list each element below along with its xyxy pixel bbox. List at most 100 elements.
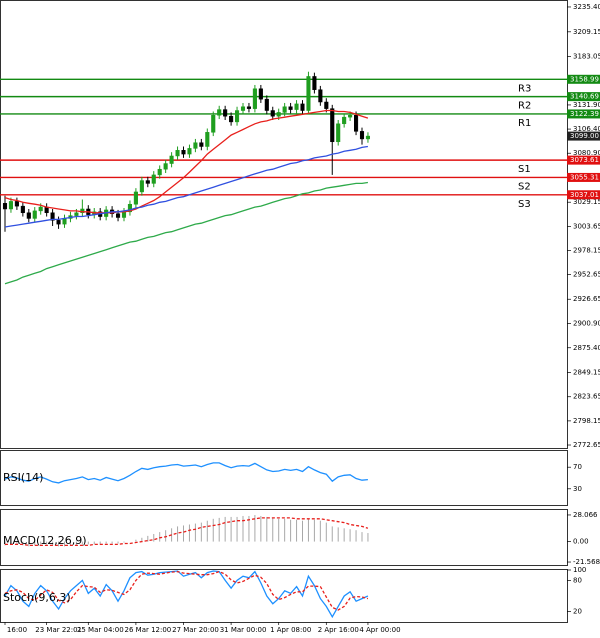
- histogram-bar: [290, 519, 292, 542]
- y-tick-label: 2772.65: [573, 441, 600, 449]
- histogram-bar: [272, 517, 274, 542]
- histogram-bar: [141, 537, 143, 542]
- candle-body: [342, 116, 347, 125]
- candle-body: [348, 115, 353, 118]
- candle-body: [235, 110, 240, 123]
- histogram-bar: [123, 541, 125, 543]
- y-tick-label: 80: [573, 576, 582, 584]
- y-tick-label: 2849.15: [573, 369, 600, 377]
- series-line: [4, 181, 368, 285]
- histogram-bar: [183, 525, 184, 542]
- histogram-bar: [254, 515, 256, 542]
- histogram-bar: [93, 541, 95, 545]
- candle-body: [62, 218, 67, 225]
- level-price-box: [567, 190, 600, 200]
- level-price: 3140.69: [570, 93, 599, 101]
- y-tick-label: 2978.15: [573, 246, 600, 254]
- y-tick-label: 2952.65: [573, 271, 600, 279]
- series-line: [4, 145, 368, 228]
- y-tick-label: 28.066: [573, 511, 598, 519]
- candle-body: [14, 201, 19, 207]
- level-price-box: [567, 155, 600, 165]
- candle-body: [20, 205, 25, 214]
- histogram-bar: [147, 535, 149, 542]
- candle-body: [300, 103, 305, 111]
- candle-body: [264, 98, 269, 111]
- histogram-bar: [117, 541, 119, 544]
- candle-body: [306, 76, 311, 111]
- candle-body: [2, 203, 8, 210]
- x-tick-label: 25 Mar 04:00: [77, 626, 124, 634]
- histogram-bar: [230, 516, 232, 542]
- y-tick-label: 20: [573, 608, 582, 616]
- histogram-bar: [22, 541, 24, 546]
- candle-body: [26, 212, 31, 219]
- level-label: R3: [518, 83, 531, 94]
- y-tick-label: 2900.90: [573, 320, 600, 328]
- candle-body: [229, 115, 234, 123]
- candle-body: [252, 88, 257, 109]
- histogram-bar: [165, 530, 167, 542]
- y-tick-label: 0.00: [573, 538, 589, 546]
- candle-body: [139, 180, 144, 193]
- y-tick-label: 3235.40: [573, 3, 600, 11]
- candle-body: [223, 109, 228, 117]
- y-tick-label: 3029.15: [573, 198, 600, 206]
- y-tick-label: 2926.65: [573, 295, 600, 303]
- y-tick-label: 2823.65: [573, 393, 600, 401]
- panel-frame: [0, 450, 568, 506]
- series-line: [5, 517, 369, 547]
- candle-body: [205, 132, 210, 147]
- histogram-bar: [52, 541, 54, 546]
- x-tick-label: 1 Apr 08:00: [270, 626, 311, 634]
- candle-body: [211, 115, 216, 133]
- y-tick-label: 3003.65: [573, 222, 600, 230]
- level-label: R1: [518, 118, 531, 129]
- histogram-bar: [111, 541, 113, 544]
- histogram-bar: [313, 519, 315, 542]
- candle-body: [282, 106, 287, 113]
- histogram-bar: [177, 526, 179, 542]
- x-tick-label: 16:00: [7, 626, 27, 634]
- candle-body: [145, 180, 150, 184]
- histogram-bar: [212, 518, 214, 542]
- panel-title: RSI(14): [3, 471, 43, 484]
- histogram-bar: [64, 541, 65, 547]
- histogram-bar: [69, 541, 71, 546]
- candle-body: [127, 203, 132, 213]
- histogram-bar: [34, 541, 36, 546]
- candle-body: [365, 135, 370, 140]
- y-tick-label: 3209.15: [573, 28, 600, 36]
- histogram-bar: [28, 541, 30, 547]
- candle-body: [151, 174, 156, 184]
- candle-body: [193, 142, 198, 149]
- candle-body: [32, 210, 37, 219]
- series-line: [4, 462, 368, 484]
- candle-body: [288, 106, 293, 110]
- candle-body: [121, 211, 127, 218]
- level-price: 3055.31: [570, 173, 599, 181]
- candle-body: [116, 213, 121, 218]
- x-tick-label: 27 Mar 20:00: [172, 626, 219, 634]
- candle-body: [38, 206, 43, 212]
- x-tick-label: 23 Mar 22:01: [35, 626, 82, 634]
- candle-body: [312, 76, 317, 90]
- level-price: 3158.99: [570, 75, 599, 83]
- candle-body: [318, 89, 323, 103]
- level-price-box: [567, 74, 600, 84]
- histogram-bar: [224, 516, 226, 542]
- last-price-box: [567, 131, 600, 141]
- panel-title: MACD(12,26,9): [3, 534, 87, 547]
- candle-body: [74, 212, 79, 216]
- series-line: [4, 109, 369, 214]
- level-label: S1: [518, 164, 531, 175]
- candle-body: [133, 191, 138, 205]
- candle-body: [56, 220, 61, 225]
- histogram-bar: [349, 529, 351, 542]
- y-tick-label: 100: [573, 566, 586, 574]
- histogram-bar: [200, 522, 202, 542]
- candle-body: [324, 101, 329, 109]
- histogram-bar: [242, 515, 244, 542]
- histogram-bar: [75, 541, 77, 546]
- histogram-bar: [284, 518, 286, 542]
